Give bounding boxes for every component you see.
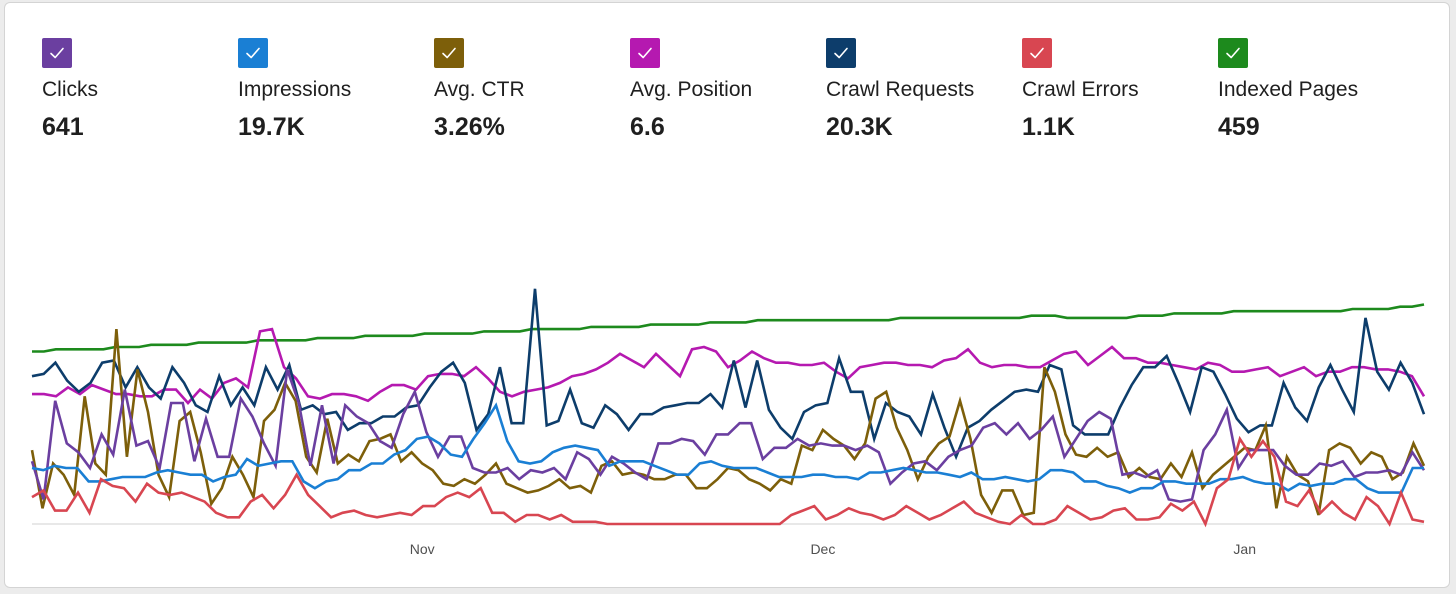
metric-checkbox[interactable] (1218, 38, 1248, 68)
series-line-crawl-errors[interactable] (31, 435, 1425, 528)
metric-value: 641 (42, 113, 84, 141)
metric-value: 459 (1218, 113, 1260, 141)
checkmark-icon (50, 47, 64, 59)
metric-checkbox[interactable] (630, 38, 660, 68)
series-line-clicks[interactable] (30, 368, 1426, 503)
x-tick-label: Dec (810, 541, 835, 557)
metric-value: 3.26% (434, 113, 505, 141)
metric-avg-position[interactable]: Avg. Position 6.6 (630, 38, 820, 142)
performance-card (4, 2, 1450, 588)
series-line-impressions[interactable] (31, 402, 1424, 494)
series-line-indexed-pages[interactable] (32, 303, 1425, 353)
metric-value: 6.6 (630, 113, 665, 141)
checkmark-icon (442, 47, 456, 59)
x-tick-label: Nov (410, 541, 435, 557)
metric-checkbox[interactable] (826, 38, 856, 68)
metric-label: Crawl Errors (1022, 78, 1139, 101)
series-line-avg-position[interactable] (32, 327, 1426, 405)
metric-label: Avg. Position (630, 78, 753, 101)
metric-value: 20.3K (826, 113, 893, 141)
metric-label: Indexed Pages (1218, 78, 1359, 101)
metric-impressions[interactable]: Impressions 19.7K (238, 38, 428, 142)
metric-crawl-requests[interactable]: Crawl Requests 20.3K (826, 38, 1016, 142)
metric-checkbox[interactable] (42, 38, 72, 68)
series-line-crawl-requests[interactable] (31, 288, 1426, 461)
metric-value: 1.1K (1022, 113, 1075, 141)
x-tick-layer: Nov Dec Jan (410, 541, 1256, 557)
checkmark-icon (1030, 47, 1044, 59)
x-tick-label: Jan (1233, 541, 1256, 557)
metric-checkbox[interactable] (434, 38, 464, 68)
metric-value: 19.7K (238, 113, 305, 141)
checkmark-icon (1226, 47, 1240, 59)
checkmark-icon (246, 47, 260, 59)
metric-clicks[interactable]: Clicks 641 (42, 38, 232, 142)
series-line-avg-ctr[interactable] (30, 328, 1426, 517)
metric-indexed-pages[interactable]: Indexed Pages 459 (1218, 38, 1408, 142)
metric-checkbox[interactable] (1022, 38, 1052, 68)
checkmark-icon (834, 47, 848, 59)
metric-label: Crawl Requests (826, 78, 975, 101)
metric-label: Clicks (42, 78, 98, 101)
metric-label: Avg. CTR (434, 78, 525, 101)
checkmark-icon (638, 47, 652, 59)
metric-avg-ctr[interactable]: Avg. CTR 3.26% (434, 38, 624, 142)
metric-checkbox[interactable] (238, 38, 268, 68)
series-layer (30, 288, 1426, 528)
metric-crawl-errors[interactable]: Crawl Errors 1.1K (1022, 38, 1212, 142)
metric-label: Impressions (238, 78, 352, 101)
